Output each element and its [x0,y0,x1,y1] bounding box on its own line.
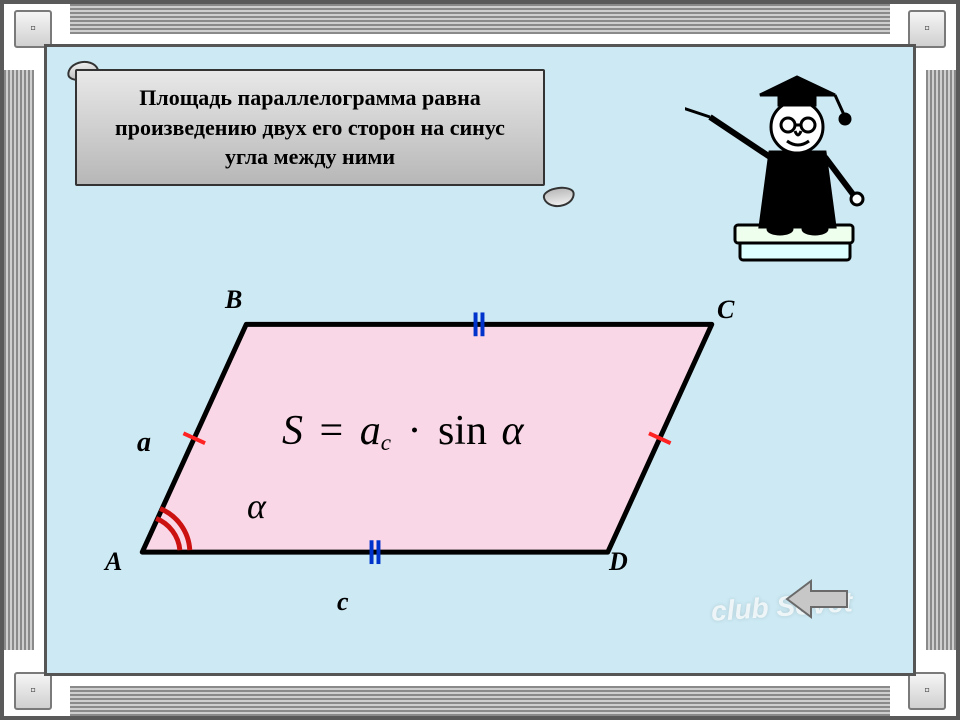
corner-button-tr[interactable]: ▫ [908,10,946,48]
vertex-label-B: B [225,285,242,315]
frame-hatch-left [4,70,34,650]
professor-illustration [685,57,895,277]
corner-button-tl[interactable]: ▫ [14,10,52,48]
frame-hatch-bottom [70,686,890,716]
side-label-a: a [137,427,151,459]
area-formula: S = ac · sin α [282,407,524,456]
theorem-banner: Площадь параллелограмма равна произведен… [75,69,545,186]
frame-hatch-top [70,4,890,34]
corner-glyph: ▫ [924,20,930,38]
vertex-label-D: D [609,547,628,577]
formula-dot: · [401,408,427,454]
formula-c-sub: c [381,429,391,455]
formula-a: a [360,408,381,454]
formula-sin: sin [438,408,487,454]
angle-label-alpha: α [247,485,266,527]
corner-glyph: ▫ [30,20,36,38]
formula-eq: = [314,408,350,454]
vertex-label-C: C [717,295,734,325]
slide-canvas: Площадь параллелограмма равна произведен… [44,44,916,676]
formula-S: S [282,408,303,454]
theorem-text: Площадь параллелограмма равна произведен… [115,85,505,169]
nav-back-button[interactable] [785,577,849,621]
formula-alpha: α [497,408,523,454]
side-label-c: c [337,587,349,617]
corner-button-bl[interactable]: ▫ [14,672,52,710]
corner-glyph: ▫ [924,682,930,700]
corner-button-br[interactable]: ▫ [908,672,946,710]
vertex-label-A: A [105,547,122,577]
corner-glyph: ▫ [30,682,36,700]
frame-hatch-right [926,70,956,650]
